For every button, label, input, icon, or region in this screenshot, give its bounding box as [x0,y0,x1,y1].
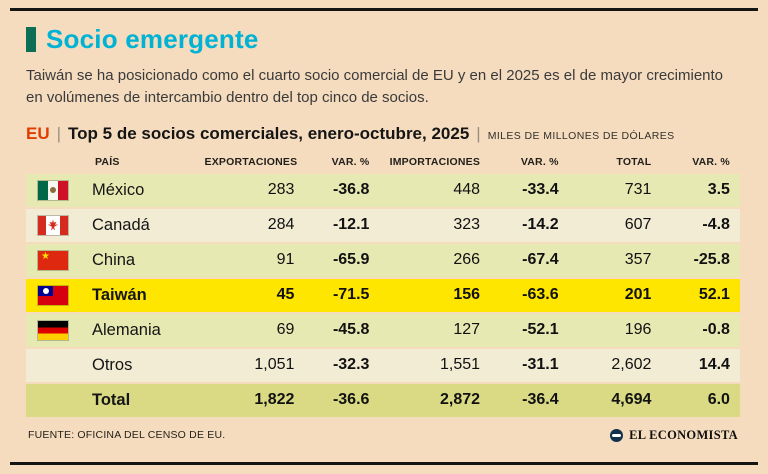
country-cell: China [26,250,205,270]
amount-value: 2,872 [440,391,481,408]
variation-value: 3.5 [707,181,730,198]
table-row: México 283 -36.8 448 -33.4 731 3.5 [26,173,740,207]
variation-value: -32.3 [332,356,370,373]
table-header-row: PAÍS EXPORTACIONES VAR. % IMPORTACIONES … [26,156,740,174]
amount-value: 448 [453,181,481,198]
amount-value: 201 [624,286,652,303]
canada-flag-icon [38,215,68,235]
amount-value: 731 [624,181,652,198]
accent-bar [26,27,36,52]
amount-value: 156 [453,286,481,303]
column-header-importaciones: IMPORTACIONES [389,155,481,168]
variation-value: 14.4 [698,356,730,373]
table-row: Canadá 284 -12.1 323 -14.2 607 -4.8 [26,208,740,242]
table-row: Alemania 69 -45.8 127 -52.1 196 -0.8 [26,313,740,347]
trade-table: PAÍS EXPORTACIONES VAR. % IMPORTACIONES … [26,156,740,417]
country-cell: Total [26,391,205,410]
variation-value: -71.5 [332,286,370,303]
amount-value: 127 [453,321,481,338]
table-row: China 91 -65.9 266 -67.4 357 -25.8 [26,243,740,277]
table-row: Otros 1,051 -32.3 1,551 -31.1 2,602 14.4 [26,348,740,382]
units-label: MILES DE MILLONES DE DÓLARES [487,129,675,142]
variation-value: -52.1 [522,321,559,338]
infographic: Socio emergente Taiwán se ha posicionado… [0,0,768,443]
amount-value: 607 [624,216,652,233]
variation-value: -65.9 [332,251,370,268]
table-row: Total 1,822 -36.6 2,872 -36.4 4,694 6.0 [26,383,740,417]
amount-value: 69 [276,321,295,338]
region-label: EU [26,123,50,143]
amount-value: 1,822 [254,391,295,408]
variation-value: -67.4 [522,251,559,268]
bottom-rule [10,462,758,465]
variation-value: -4.8 [702,216,730,233]
amount-value: 196 [624,321,652,338]
footer: FUENTE: OFICINA DEL CENSO DE EU. EL ECON… [26,428,740,443]
source-note: FUENTE: OFICINA DEL CENSO DE EU. [28,429,226,441]
variation-value: -25.8 [693,251,730,268]
amount-value: 1,051 [254,356,295,373]
country-label: Canadá [92,215,150,234]
column-header-total: TOTAL [616,155,652,168]
variation-value: -14.2 [522,216,559,233]
table-body: México 283 -36.8 448 -33.4 731 3.5 Canadá 284 -12… [26,173,740,417]
country-cell: Canadá [26,215,205,235]
el-economista-logo-icon [610,428,624,442]
amount-value: 283 [267,181,295,198]
top-rule [10,8,758,11]
country-cell: Alemania [26,320,205,340]
amount-value: 357 [624,251,652,268]
variation-value: -12.1 [332,216,370,233]
amount-value: 1,551 [440,356,481,373]
separator: | [56,123,62,143]
intro-text: Taiwán se ha posicionado como el cuarto … [26,67,724,106]
page-title: Socio emergente [46,24,259,54]
country-cell: Taiwán [26,285,205,305]
amount-value: 45 [276,286,295,303]
country-cell: México [26,180,205,200]
variation-value: -33.4 [522,181,559,198]
brand-name: EL ECONOMISTA [629,427,738,442]
amount-value: 284 [267,216,295,233]
variation-value: -0.8 [702,321,730,338]
country-label: Total [92,390,131,409]
country-label: México [92,180,145,199]
variation-value: -63.6 [522,286,559,303]
variation-value: -36.6 [332,391,370,408]
country-cell: Otros [26,356,205,375]
germany-flag-icon [38,320,68,340]
country-label: Alemania [92,320,161,339]
column-header-var-imp: VAR. % [520,155,559,168]
taiwan-flag-icon [38,285,68,305]
variation-value: -36.8 [332,181,370,198]
amount-value: 4,694 [611,391,652,408]
amount-value: 2,602 [611,356,652,373]
country-label: China [92,250,136,269]
column-header-var-total: VAR. % [692,155,730,168]
country-label: Taiwán [92,285,147,304]
table-header-line: EU | Top 5 de socios comerciales, enero-… [26,124,740,144]
variation-value: -36.4 [522,391,559,408]
amount-value: 266 [453,251,481,268]
table-row: Taiwán 45 -71.5 156 -63.6 201 52.1 [26,278,740,312]
column-header-var-exp: VAR. % [331,155,370,168]
variation-value: 52.1 [698,286,730,303]
china-flag-icon [38,250,68,270]
amount-value: 91 [276,251,295,268]
column-header-pais: PAÍS [95,155,120,168]
brand: EL ECONOMISTA [610,428,738,443]
column-header-exportaciones: EXPORTACIONES [204,155,298,168]
table-title: Top 5 de socios comerciales, enero-octub… [68,123,470,143]
separator: | [476,123,481,143]
variation-value: -45.8 [332,321,370,338]
country-label: Otros [92,355,133,374]
variation-value: -31.1 [522,356,559,373]
amount-value: 323 [453,216,481,233]
variation-value: 6.0 [707,391,730,408]
mexico-flag-icon [38,180,68,200]
title-row: Socio emergente [26,24,740,55]
